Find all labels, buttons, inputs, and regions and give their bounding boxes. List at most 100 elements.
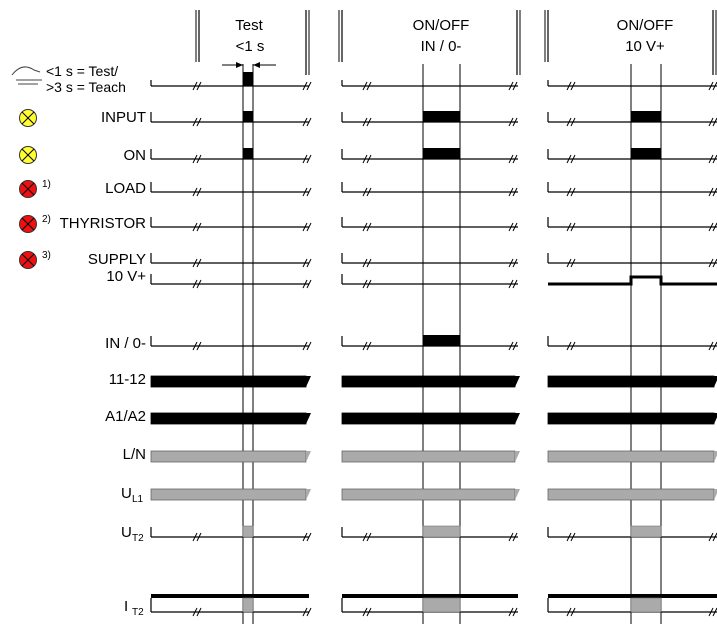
break-mark [192,222,198,232]
break-mark [512,187,518,197]
break-mark [362,222,368,232]
break-mark [306,258,312,268]
signal-bar-ul1-end [714,489,717,500]
break-mark [708,222,714,232]
break-mark [566,607,572,617]
break-mark [362,532,368,542]
break-mark [712,341,717,351]
column-subtitle-in-0: IN / 0- [421,38,462,55]
signal-label-ut2: U [121,524,132,541]
break-mark [302,532,308,542]
break-mark [192,117,198,127]
break-mark [508,607,514,617]
break-mark [306,341,312,351]
break-mark [512,532,518,542]
break-mark [362,117,368,127]
voltage-pulse [630,525,662,538]
break-mark [306,532,312,542]
duration-arrowhead [253,62,260,68]
break-mark [570,222,576,232]
break-mark [570,117,576,127]
break-mark [708,81,714,91]
break-mark [302,279,308,289]
break-mark [508,81,514,91]
break-mark [196,81,202,91]
break-mark [366,222,372,232]
break-mark [566,341,572,351]
signal-active-pulse [243,111,253,122]
break-mark [712,187,717,197]
led-cross [21,148,35,162]
break-mark [192,607,198,617]
column-subtitle-10v: 10 V+ [625,38,665,55]
led-cross [21,111,35,125]
footnote-3: 3) [42,250,51,261]
break-mark [512,279,518,289]
signal-label-on: ON [124,147,147,164]
break-mark [708,532,714,542]
break-mark [306,81,312,91]
voltage-pulse [242,525,254,538]
current-pulse [242,597,254,613]
break-mark [362,341,368,351]
signal-bar-ul1-end [515,489,520,500]
column-title-on-off-in: ON/OFF [413,17,470,34]
button-legend-teach: >3 s = Teach [46,79,126,95]
duration-arrowhead [236,62,243,68]
signal-bar-11-12-end [306,376,311,387]
break-mark [570,258,576,268]
break-mark [192,81,198,91]
break-mark [512,117,518,127]
break-mark [302,341,308,351]
break-mark [302,607,308,617]
signal-bar-it2-top [342,594,518,598]
signal-active-pulse [631,148,661,159]
break-mark [566,154,572,164]
break-mark [566,81,572,91]
break-mark [192,279,198,289]
signal-label-10v: 10 V+ [106,268,146,285]
push-button-icon [16,79,42,85]
column-title-test: Test [235,17,263,34]
break-mark [302,187,308,197]
break-mark [196,117,202,127]
break-mark [712,532,717,542]
break-mark [366,607,372,617]
button-press-pulse [243,72,253,86]
break-mark [196,258,202,268]
footnote-1: 1) [42,179,51,190]
signal-label-ul1: U [121,485,132,502]
signal-bar-a1-a2 [547,412,715,425]
signal-bar-a1-a2 [341,412,516,425]
break-mark [192,187,198,197]
break-mark [708,341,714,351]
break-mark [712,154,717,164]
signal-label-supply: SUPPLY [88,251,146,268]
signal-bar-l-n-end [306,451,311,462]
break-mark [570,187,576,197]
break-mark [196,341,202,351]
break-mark [302,258,308,268]
break-mark [366,341,372,351]
break-mark [362,187,368,197]
break-mark [366,187,372,197]
break-mark [712,81,717,91]
signal-active-pulse [631,111,661,122]
break-mark [366,154,372,164]
led-cross [21,217,35,231]
break-mark [508,187,514,197]
break-mark [192,258,198,268]
signal-bar-11-12 [150,375,307,388]
signal-10v-level [548,275,717,286]
break-mark [566,532,572,542]
signal-bar-11-12-end [714,376,717,387]
break-mark [512,258,518,268]
signal-bar-l-n-end [714,451,717,462]
break-mark [366,279,372,289]
signal-subscript-ul1: L1 [132,494,144,505]
break-mark [566,187,572,197]
break-mark [708,607,714,617]
signal-bar-ul1-end [306,489,311,500]
voltage-pulse [422,525,461,538]
